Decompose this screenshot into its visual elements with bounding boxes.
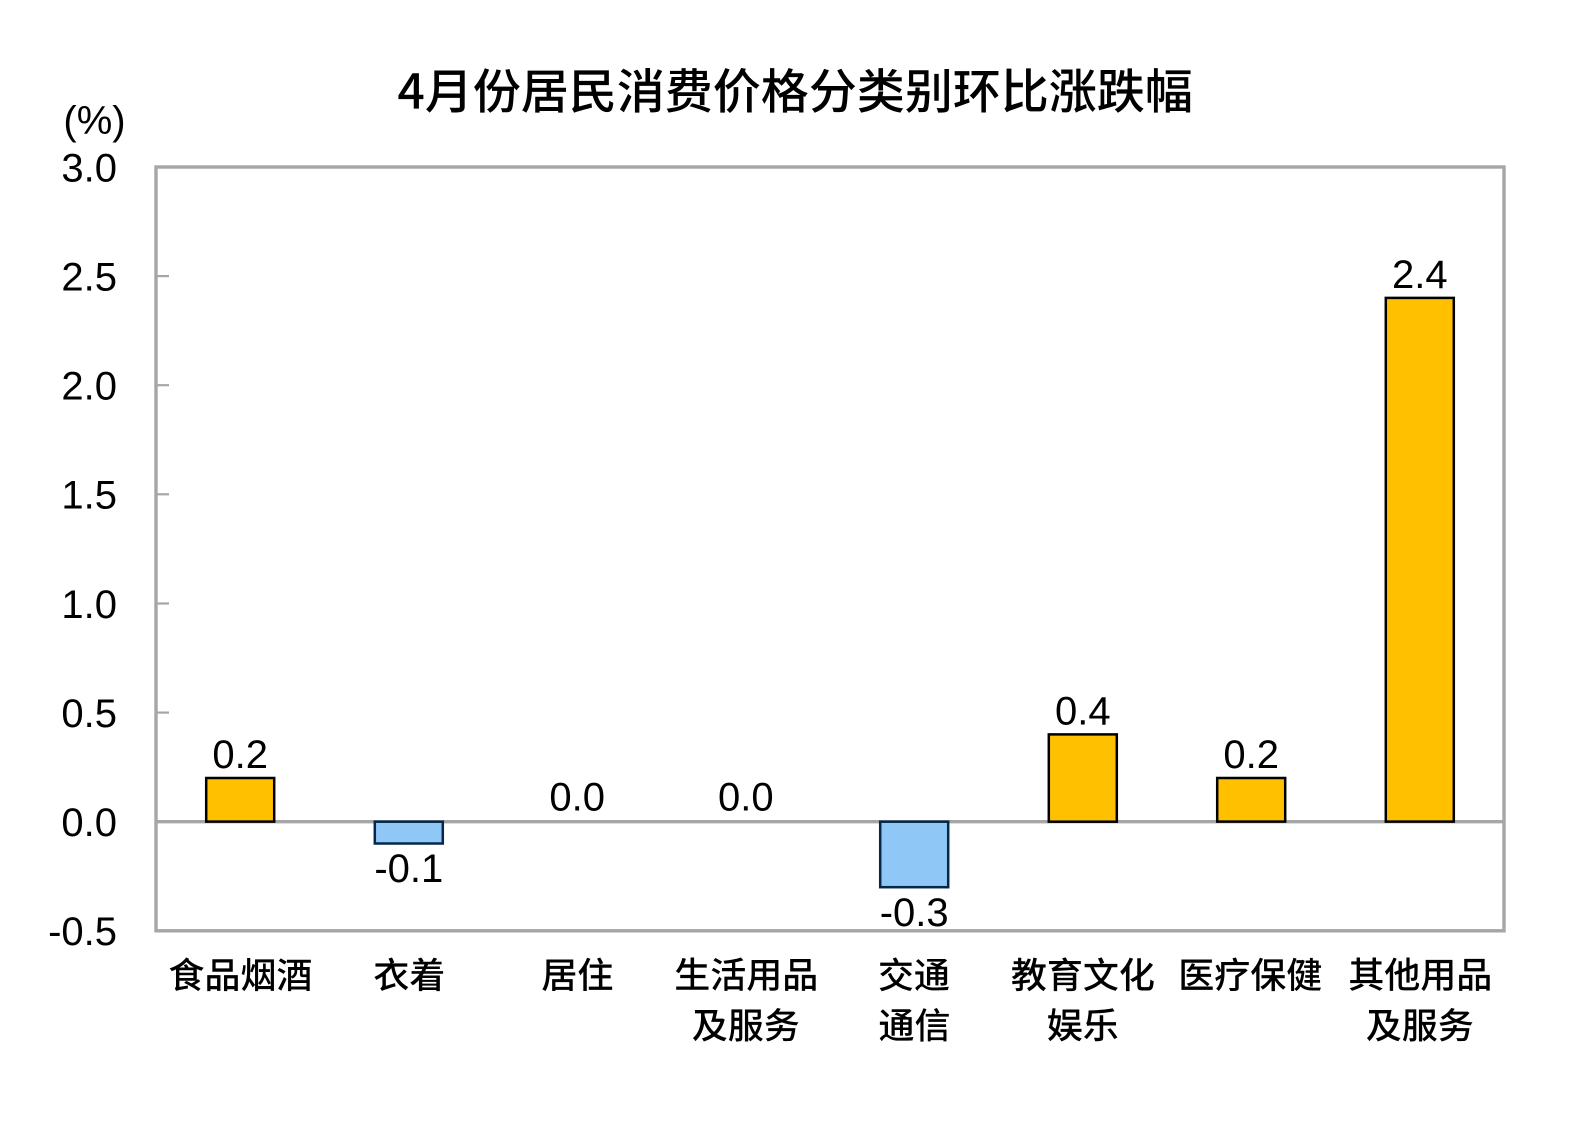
svg-text:0.4: 0.4 xyxy=(1055,689,1111,733)
svg-text:0.0: 0.0 xyxy=(61,801,117,845)
svg-text:0.0: 0.0 xyxy=(549,776,605,820)
svg-text:1.5: 1.5 xyxy=(61,474,117,518)
svg-text:0.0: 0.0 xyxy=(718,776,774,820)
svg-text:0.2: 0.2 xyxy=(212,733,268,777)
svg-text:0.2: 0.2 xyxy=(1223,733,1279,777)
svg-text:(%): (%) xyxy=(63,99,125,143)
svg-text:-0.3: -0.3 xyxy=(880,891,949,935)
svg-text:2.5: 2.5 xyxy=(61,255,117,299)
svg-text:-0.1: -0.1 xyxy=(374,847,443,891)
svg-text:-0.5: -0.5 xyxy=(48,910,117,954)
svg-text:1.0: 1.0 xyxy=(61,583,117,627)
svg-text:2.4: 2.4 xyxy=(1392,253,1448,297)
svg-text:0.5: 0.5 xyxy=(61,692,117,736)
svg-text:2.0: 2.0 xyxy=(61,365,117,409)
svg-text:3.0: 3.0 xyxy=(61,146,117,190)
